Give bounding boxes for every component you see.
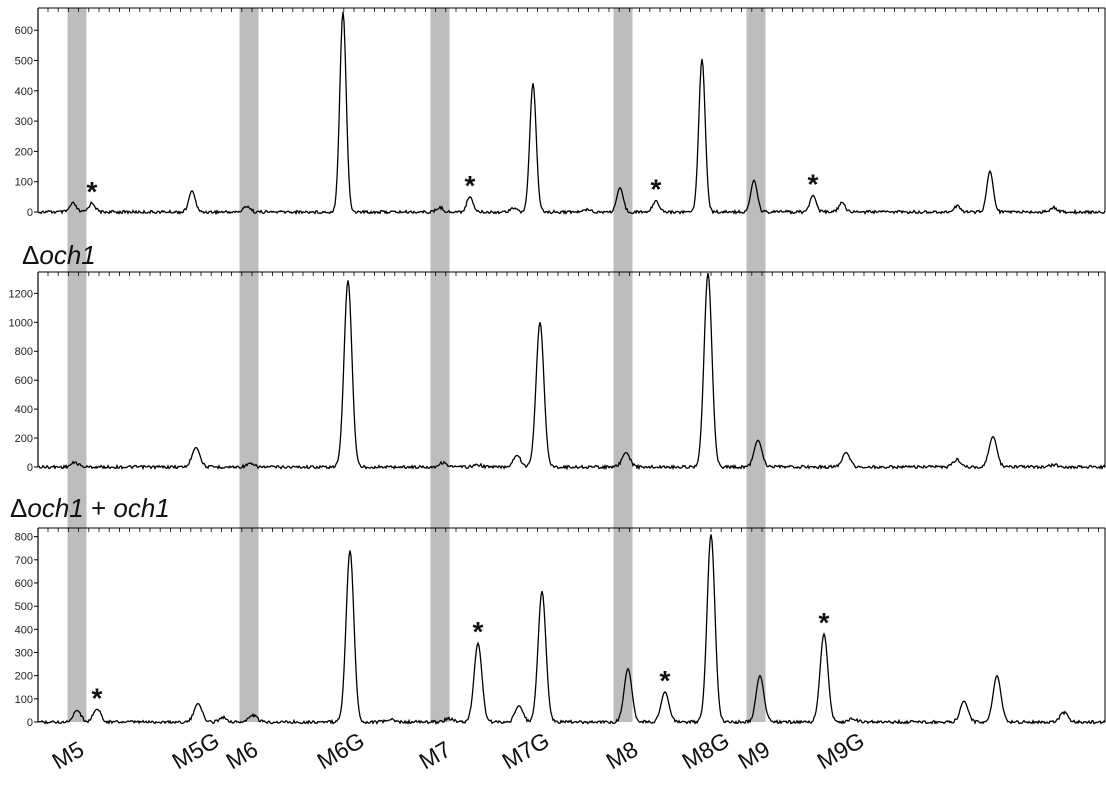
y-tick-label: 1000 <box>9 317 33 329</box>
asterisk-marker: * <box>473 616 484 647</box>
trace-line-panel-2 <box>37 273 1106 471</box>
y-tick-label: 800 <box>15 532 33 544</box>
y-tick-label: 1200 <box>9 288 33 300</box>
y-tick-label: 600 <box>15 375 33 387</box>
y-tick-label: 600 <box>15 25 33 37</box>
y-tick-label: 0 <box>27 717 33 729</box>
peak-label-m6g: M6G <box>313 727 369 774</box>
y-tick-label: 200 <box>15 146 33 158</box>
y-tick-label: 300 <box>15 116 33 128</box>
y-tick-label: 100 <box>15 694 33 706</box>
y-tick-label: 800 <box>15 346 33 358</box>
marker-band-m8 <box>613 8 633 722</box>
peak-label-m5: M5 <box>48 736 89 774</box>
y-tick-label: 0 <box>27 462 33 474</box>
marker-band-m9 <box>746 8 766 722</box>
trace-line-panel-1 <box>37 11 1106 216</box>
y-tick-label: 100 <box>15 177 33 189</box>
y-tick-label: 400 <box>15 86 33 98</box>
peak-label-m6: M6 <box>222 736 263 774</box>
trace-line-panel-3 <box>37 534 1106 725</box>
peak-label-m9g: M9G <box>813 727 869 774</box>
asterisk-marker: * <box>660 665 671 696</box>
asterisk-marker: * <box>87 176 98 207</box>
y-tick-label: 400 <box>15 404 33 416</box>
y-tick-label: 300 <box>15 647 33 659</box>
y-tick-label: 700 <box>15 555 33 567</box>
asterisk-marker: * <box>651 173 662 204</box>
asterisk-marker: * <box>92 682 103 713</box>
peak-label-m7g: M7G <box>498 727 554 774</box>
asterisk-marker: * <box>819 607 830 638</box>
y-tick-label: 500 <box>15 601 33 613</box>
y-tick-label: 500 <box>15 55 33 67</box>
panel-label-och1-och1: Δoch1 + och1 <box>10 493 170 523</box>
panel-label-och1: Δoch1 <box>22 240 96 270</box>
y-tick-label: 0 <box>27 207 33 219</box>
marker-band-m7 <box>430 8 450 722</box>
marker-band-m6 <box>239 8 259 722</box>
marker-band-m5 <box>67 8 87 722</box>
peak-label-m5g: M5G <box>168 727 224 774</box>
asterisk-marker: * <box>808 168 819 199</box>
peak-label-m8g: M8G <box>678 727 734 774</box>
peak-label-m7: M7 <box>415 736 456 774</box>
y-tick-label: 600 <box>15 578 33 590</box>
y-tick-label: 200 <box>15 671 33 683</box>
y-tick-label: 400 <box>15 624 33 636</box>
asterisk-marker: * <box>465 170 476 201</box>
peak-label-m8: M8 <box>602 736 643 774</box>
peak-label-m9: M9 <box>734 736 775 774</box>
y-tick-label: 200 <box>15 433 33 445</box>
